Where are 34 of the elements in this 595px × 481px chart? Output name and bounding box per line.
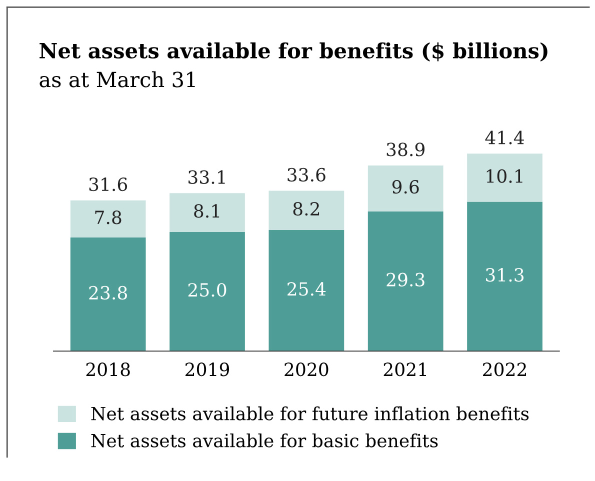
chart-subtitle: as at March 31 <box>40 71 195 88</box>
bar <box>70 200 146 238</box>
legend-label: Net assets available for future inflation benefits <box>91 406 529 420</box>
total-label: 33.1 <box>188 170 225 184</box>
data-label: 25.0 <box>188 283 226 297</box>
x-tick-label: 2021 <box>384 362 426 376</box>
data-label: 10.1 <box>486 169 522 183</box>
bar <box>467 154 542 202</box>
total-label: 33.6 <box>288 168 326 182</box>
x-tick-label: 2020 <box>284 362 328 376</box>
bar <box>170 232 245 352</box>
bar <box>368 211 444 352</box>
total-label: 31.6 <box>89 177 128 192</box>
data-label: 8.1 <box>194 204 220 218</box>
bar <box>70 238 146 352</box>
bar <box>170 193 245 232</box>
x-tick-label: 2022 <box>483 362 526 376</box>
x-tick-label: 2018 <box>86 362 130 376</box>
bar <box>467 202 542 352</box>
data-label: 31.3 <box>486 268 524 282</box>
data-label: 25.4 <box>288 282 326 296</box>
data-label: 8.2 <box>293 202 320 216</box>
data-label: 9.6 <box>392 180 419 194</box>
data-label: 7.8 <box>95 210 122 224</box>
x-tick-label: 2019 <box>186 362 230 376</box>
bar <box>268 190 344 230</box>
bar <box>268 230 344 352</box>
data-label: 29.3 <box>386 272 424 286</box>
chart-title: Net assets available for benefits ($ billions) <box>40 42 548 62</box>
bar <box>368 166 444 212</box>
data-label: 23.8 <box>89 286 127 300</box>
legend-label: Net assets available for basic benefits <box>91 433 438 448</box>
total-label: 41.4 <box>485 130 524 144</box>
total-label: 38.9 <box>386 142 424 156</box>
